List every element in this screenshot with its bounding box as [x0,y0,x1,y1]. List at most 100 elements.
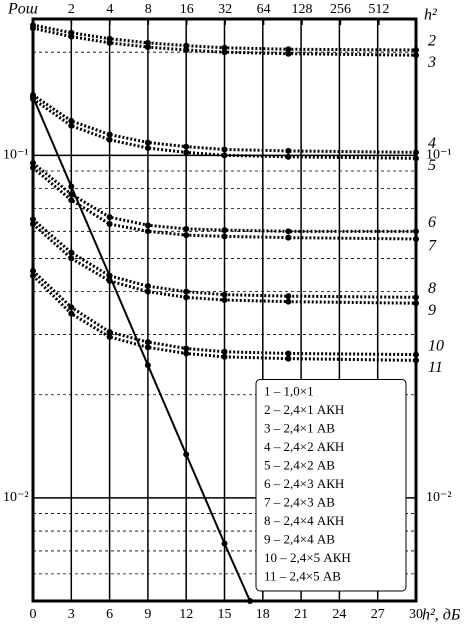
curve-label: 7 [428,238,437,255]
point [106,214,113,221]
point [106,328,113,335]
point [30,267,36,274]
point [285,355,292,362]
point [30,216,36,223]
x-tick-label: 12 [179,607,193,622]
point [183,345,190,352]
x2-tick-label: 64 [257,2,271,17]
x2-axis-label: h² [424,7,438,24]
point [106,272,113,279]
point [285,228,292,235]
x-tick-label: 18 [256,607,270,622]
series-line [32,161,416,233]
point [285,298,292,305]
point [183,149,190,156]
curve-label: 5 [428,157,436,174]
x2-tick-label: 512 [368,2,389,17]
x-tick-label: 27 [371,607,385,622]
point [183,451,190,458]
x2-tick-label: 128 [292,2,313,17]
point [144,362,151,369]
series-line [31,222,417,305]
point [144,39,151,46]
point [221,291,228,298]
point [221,49,228,56]
point [285,153,292,160]
point [413,46,419,53]
series-line [32,166,417,241]
x2-tick-label: 256 [330,2,351,17]
point [183,46,190,53]
y-axis-label: Pош [7,1,38,18]
y-tick-label-right: 10⁻¹ [426,148,452,163]
point [285,50,292,57]
point [30,164,36,171]
legend-entry: 9 – 2,4×4 АВ [264,532,335,547]
legend-entry: 5 – 2,4×2 АВ [264,458,335,473]
point [221,146,228,153]
point [106,221,113,228]
x2-tick-label: 8 [145,2,152,17]
legend-entry: 1 – 1,0×1 [264,384,314,399]
point [144,139,151,146]
point [413,52,419,59]
point [30,159,36,166]
point [183,42,190,49]
point [413,228,419,235]
x-axis-label: h², дБ [422,607,461,624]
legend-entry: 7 – 2,4×3 АВ [264,495,335,510]
point [413,294,419,301]
x-tick-label: 15 [218,607,232,622]
curve-label: 3 [427,54,436,71]
point [221,353,228,360]
series-line [31,274,417,362]
point [106,333,113,340]
point [285,46,292,53]
point [221,152,228,159]
point [285,293,292,300]
point [106,136,113,143]
point [285,350,292,357]
series-line [32,23,417,52]
point [30,96,36,103]
point [68,249,75,256]
point [413,351,419,358]
curve-label: 11 [428,359,443,376]
x2-tick-label: 32 [218,2,232,17]
point [106,277,113,284]
x-tick-label: 24 [332,607,346,622]
curve-label: 2 [428,33,436,50]
series-line [32,93,417,154]
point [183,232,190,239]
point [221,348,228,355]
point [68,255,75,262]
series-line [32,97,417,160]
curve-label: 8 [428,280,436,297]
point [221,297,228,304]
plot-frame [31,17,418,603]
x-tick-label: 3 [68,607,75,622]
x2-tick-label: 4 [106,2,113,17]
point [413,235,419,242]
legend-entry: 6 – 2,4×3 АКН [264,476,344,491]
point [413,149,419,156]
point [413,357,419,364]
legend-entry: 8 – 2,4×4 АКН [264,513,344,528]
point [68,191,75,198]
point [221,540,228,547]
legend-entry: 3 – 2,4×1 АВ [264,421,335,436]
point [183,143,190,150]
point [144,145,151,152]
x2-tick-label: 2 [68,2,75,17]
x-tick-label: 6 [106,607,113,622]
point [106,35,113,42]
point [144,228,151,235]
curve-label: 9 [428,302,436,319]
series-line [32,218,417,299]
point [285,234,292,241]
y-tick-label: 10⁻² [3,490,29,505]
series-line [31,269,417,357]
curve-label: 4 [428,135,436,152]
point [68,310,75,317]
x-tick-label: 0 [30,607,37,622]
